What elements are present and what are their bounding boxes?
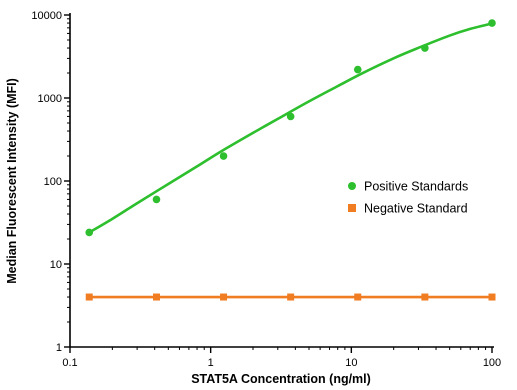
data-point [488, 293, 496, 301]
data-point [353, 65, 362, 74]
axes [69, 13, 494, 348]
data-point [287, 293, 295, 301]
legend-label: Negative Standard [364, 202, 468, 216]
data-point [421, 293, 429, 301]
data-point [421, 44, 429, 52]
x-tick-label: 0.1 [62, 357, 77, 369]
data-point [220, 293, 228, 301]
data-points [85, 19, 496, 301]
y-tick-label: 1 [56, 342, 62, 354]
x-tick-label: 100 [483, 357, 501, 369]
y-axis-title: Median Fluorescent Intensity (MFI) [5, 78, 19, 284]
data-point [152, 293, 160, 301]
series-line-1 [88, 22, 493, 234]
y-tick-label: 1000 [38, 93, 62, 105]
data-point [152, 195, 161, 204]
data-point [286, 112, 295, 121]
y-tick-label: 10 [50, 259, 62, 271]
data-point [219, 152, 228, 160]
fit-curves [88, 22, 493, 299]
x-axis-title: STAT5A Concentration (ng/ml) [191, 372, 371, 386]
y-tick-label: 100 [44, 176, 62, 188]
legend-label: Positive Standards [364, 180, 468, 194]
y-tick-label: 10000 [31, 10, 62, 22]
data-point [354, 293, 362, 301]
x-tick-label: 1 [208, 357, 214, 369]
data-point [85, 228, 94, 237]
data-point [85, 293, 93, 301]
x-tick-label: 10 [345, 357, 357, 369]
data-point [488, 19, 496, 27]
legend-marker [348, 204, 356, 212]
legend: Positive Standards Negative Standard [348, 180, 468, 216]
legend-marker [348, 182, 356, 190]
